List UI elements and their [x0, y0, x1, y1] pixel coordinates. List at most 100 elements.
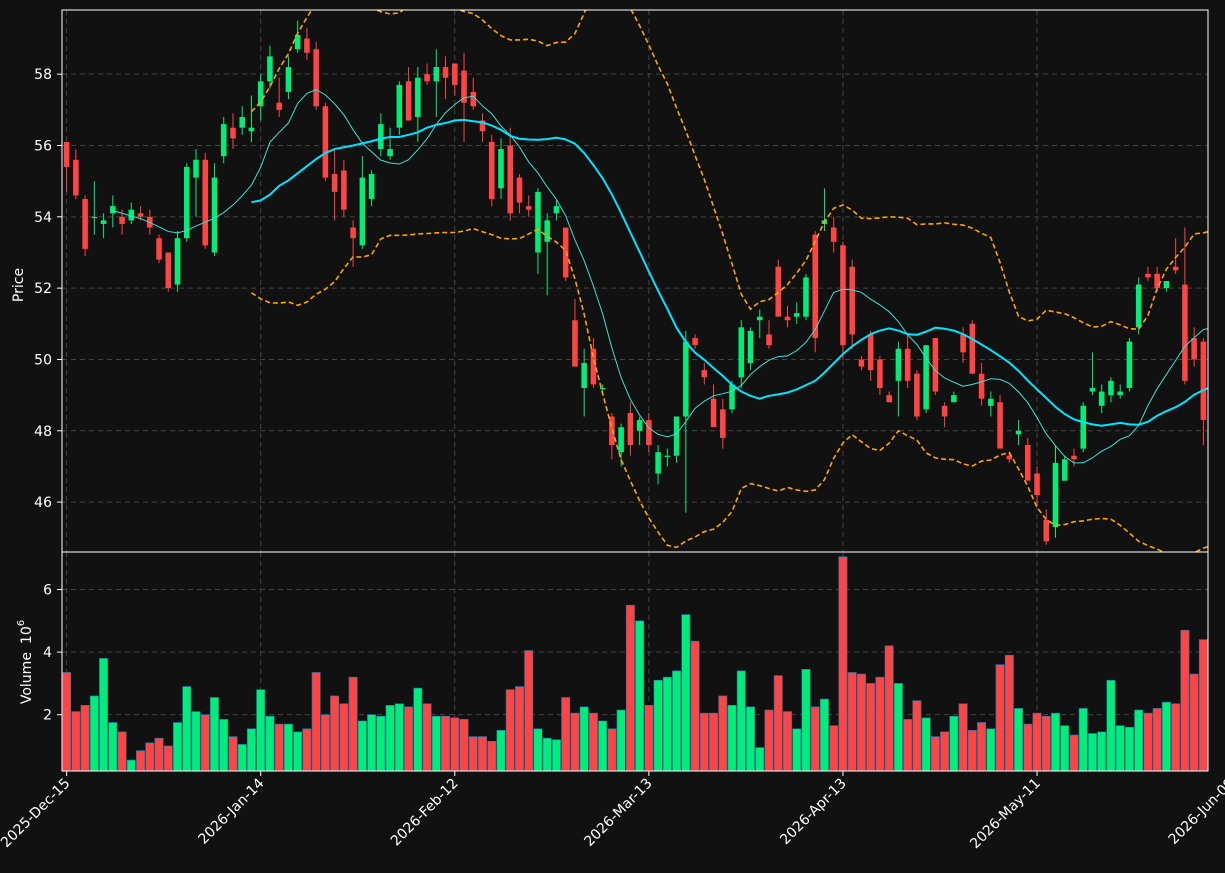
volume-bar-down: [810, 706, 820, 772]
candle-up: [923, 345, 929, 410]
volume-bar-down: [847, 672, 857, 772]
candle-down: [230, 127, 236, 139]
candle-down: [488, 141, 495, 199]
volume-bar-up: [579, 706, 589, 772]
candle-up: [1117, 391, 1123, 396]
candle-down: [276, 102, 282, 110]
volume-bar-up: [755, 747, 765, 772]
candle-up: [211, 177, 218, 253]
volume-bar-up: [1088, 733, 1097, 772]
volume-bar-up: [616, 709, 626, 772]
volume-bar-down: [515, 686, 524, 772]
volume-bar-up: [219, 719, 229, 772]
price-series-group: [63, 10, 1208, 552]
candle-up: [128, 209, 135, 221]
candle-down: [1043, 519, 1050, 542]
candle-down: [840, 245, 846, 346]
volume-bar-up: [1060, 725, 1070, 772]
candle-down: [867, 334, 874, 371]
candle-down: [1182, 284, 1188, 381]
volume-tick-label: 2: [43, 708, 52, 724]
candle-down: [479, 120, 486, 132]
price-tick-label: 56: [34, 139, 52, 155]
candle-down: [720, 409, 726, 438]
candle-up: [396, 84, 403, 128]
candle-up: [1052, 462, 1059, 528]
volume-bar-down: [866, 683, 876, 772]
volume-bar-up: [736, 670, 746, 772]
candle-down: [165, 252, 172, 289]
volume-bar-up: [385, 704, 395, 772]
candle-down: [350, 227, 356, 239]
volume-axis-label-exponent: 6: [16, 620, 27, 626]
volume-bar-up: [1051, 712, 1060, 772]
candle-down: [63, 141, 70, 167]
candle-down: [932, 338, 939, 392]
price-panel: 46 48 50 52 54 56 58: [34, 9, 1209, 553]
volume-bar-up: [108, 722, 118, 772]
volume-bar-down: [1032, 712, 1042, 772]
volume-bar-up: [1124, 726, 1134, 772]
candle-up: [1080, 405, 1087, 449]
volume-bar-up: [1014, 708, 1023, 772]
volume-bar-down: [311, 672, 321, 772]
candle-up: [1163, 281, 1170, 289]
volume-panel: 2 4 6: [43, 551, 1209, 772]
volume-bar-down: [1041, 715, 1051, 772]
candle-up: [673, 416, 680, 456]
candle-up: [1015, 430, 1022, 435]
candle-down: [812, 234, 818, 339]
volume-tick-label: 6: [43, 583, 52, 599]
volume-bar-up: [182, 686, 192, 772]
volume-axis-label-name: Volume: [19, 652, 35, 704]
volume-bar-down: [829, 725, 839, 772]
volume-bar-down: [875, 676, 885, 772]
candle-down: [119, 216, 125, 224]
candle-down: [997, 402, 1003, 449]
volume-bar-up: [293, 731, 303, 772]
candle-up: [544, 220, 550, 242]
volume-bar-down: [348, 676, 358, 772]
volume-bar-down: [1198, 639, 1208, 772]
volume-tick-label: 4: [43, 645, 52, 661]
volume-panel-border: [61, 551, 1209, 772]
volume-bar-down: [330, 695, 340, 772]
candle-up: [257, 81, 264, 107]
candle-up: [220, 124, 227, 157]
candle-up: [599, 387, 606, 390]
volume-bar-up: [1106, 679, 1116, 772]
candle-up: [1108, 380, 1114, 396]
candle-down: [1034, 473, 1040, 495]
volume-bar-up: [394, 703, 404, 772]
bollinger-lower-line: [251, 227, 1208, 552]
volume-bar-up: [801, 669, 811, 772]
candle-down: [1071, 455, 1077, 460]
volume-bar-down: [709, 712, 719, 772]
candle-down: [692, 338, 698, 346]
volume-bar-up: [126, 759, 136, 772]
candle-up: [174, 238, 181, 285]
volume-bar-up: [542, 737, 552, 772]
candle-down: [960, 334, 966, 353]
candle-up: [1135, 284, 1142, 328]
volume-bar-down: [441, 715, 450, 772]
volume-bar-up: [256, 689, 266, 772]
candle-up: [433, 67, 440, 82]
volume-bar-up: [357, 720, 367, 772]
volume-bar-up: [1161, 701, 1171, 772]
candle-down: [516, 177, 523, 203]
volume-bar-down: [1171, 703, 1181, 772]
volume-bar-up: [746, 706, 755, 772]
volume-bar-down: [228, 736, 238, 772]
volume-bar-up: [173, 722, 182, 772]
volume-bar-down: [783, 711, 792, 772]
price-axis-label: Price: [11, 268, 27, 302]
candle-down: [1200, 341, 1207, 421]
volume-bar-down: [320, 714, 330, 772]
candle-up: [756, 316, 763, 321]
volume-bar-down: [450, 717, 460, 772]
candle-down: [331, 174, 338, 192]
candle-down: [590, 348, 597, 385]
candle-down: [313, 49, 319, 107]
volume-bar-down: [136, 750, 146, 772]
